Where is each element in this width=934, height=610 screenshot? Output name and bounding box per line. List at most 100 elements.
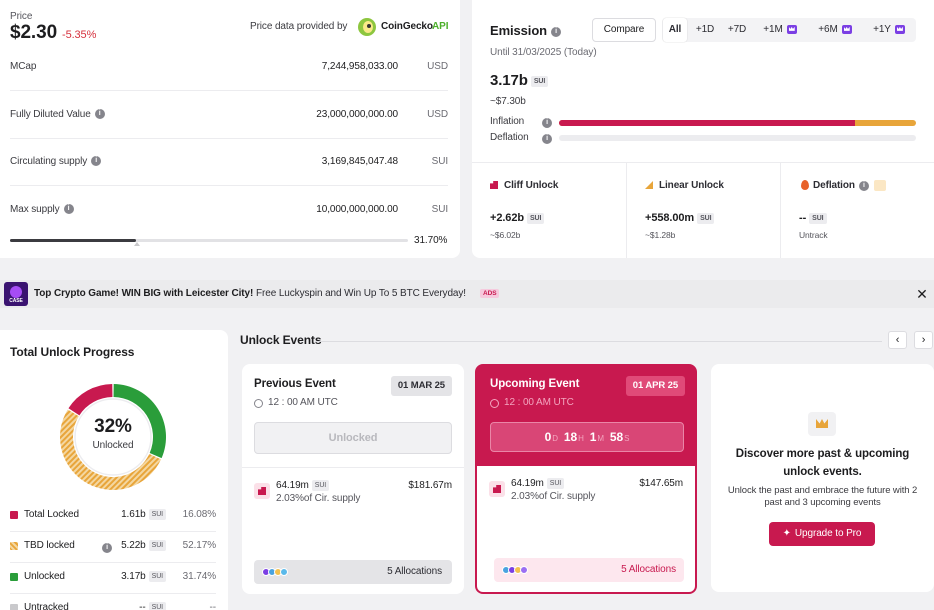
ad-banner[interactable]: CASE Top Crypto Game! WIN BIG with Leice… [0, 280, 934, 308]
supply-percent: 31.70% [414, 235, 448, 246]
event-title: Upcoming Event [490, 378, 580, 390]
fire-icon [801, 180, 809, 190]
info-icon[interactable]: i [858, 180, 869, 191]
stat-row-max-supply: Max supply i 10,000,000,000.00 SUI [10, 186, 448, 234]
stat-value: 3,169,845,047.48 [321, 156, 398, 167]
upgrade-promo-card: Discover more past & upcoming unlock eve… [711, 364, 934, 592]
timeframe-6m[interactable]: +6M [812, 18, 858, 42]
upcoming-event-card: Upcoming Event 01 APR 25 12 : 00 AM UTC … [475, 364, 697, 594]
stat-row-mcap: MCap 7,244,958,033.00 USD [10, 43, 448, 91]
info-icon[interactable]: i [91, 156, 102, 167]
event-amount: 64.19m SUI [276, 480, 330, 491]
timeframe-1d[interactable]: +1D [695, 24, 715, 35]
ad-text[interactable]: Free Luckyspin and Win Up To 5 BTC Every… [256, 288, 466, 299]
inflation-bar-cliff [559, 120, 856, 126]
donut-segment-unlocked [113, 384, 167, 459]
coingecko-link[interactable]: CoinGecko [381, 21, 433, 32]
donut-segment-tbd-locked [60, 409, 162, 490]
legend-swatch [10, 573, 18, 581]
ad-game-logo-icon[interactable]: CASE [4, 282, 28, 306]
emission-until: Until 31/03/2025 (Today) [490, 47, 597, 58]
timeframe-7d[interactable]: +7D [727, 24, 747, 35]
emission-amount: 3.17b SUI [490, 72, 549, 89]
countdown: 0D 18H 1M 58S [490, 422, 684, 452]
unlock-donut-chart [60, 384, 167, 490]
info-icon[interactable]: i [542, 134, 552, 144]
timeframe-1y[interactable]: +1Y [866, 18, 912, 42]
linear-unlock-value: +558.00m SUI [645, 212, 715, 224]
clock-icon [490, 399, 499, 408]
emission-card: Emission i Compare All +1D +7D +1M +6M +1… [472, 0, 934, 258]
deflation-bar [559, 135, 916, 141]
event-time: 12 : 00 AM UTC [504, 397, 574, 408]
stat-value: 7,244,958,033.00 [321, 61, 398, 72]
ad-title[interactable]: Top Crypto Game! WIN BIG with Leicester … [34, 288, 254, 299]
legend-tbd-locked: TBD locked i 5.22b SUI 52.17% [10, 532, 216, 563]
events-title: Unlock Events [240, 333, 322, 347]
progress-percent: 32% [94, 416, 132, 437]
linear-unlock-title: Linear Unlock [659, 180, 724, 191]
event-time: 12 : 00 AM UTC [268, 397, 338, 408]
timeframe-all[interactable]: All [663, 18, 687, 42]
supply-progress-fill [10, 239, 137, 242]
info-icon[interactable]: i [63, 204, 74, 215]
info-icon[interactable]: i [102, 543, 112, 553]
next-arrow-button[interactable]: › [914, 331, 933, 349]
linear-unlock-icon [645, 181, 653, 189]
legend-value: 3.17b SUI [121, 571, 166, 582]
progress-sub: Unlocked [92, 440, 134, 451]
event-date: 01 MAR 25 [390, 376, 452, 396]
timeframe-1m[interactable]: +1M [756, 18, 804, 42]
allocations-label: 5 Allocations [621, 564, 676, 575]
deflation-usd: Untrack [799, 230, 828, 240]
deflation-value: -- SUI [799, 212, 827, 224]
donut-segment-total-locked [68, 384, 113, 416]
legend-percent: 16.08% [182, 509, 216, 520]
provider-text: Price data provided by [250, 21, 348, 32]
stat-label: Circulating supply i [10, 156, 102, 167]
compare-button[interactable]: Compare [592, 18, 656, 42]
info-icon[interactable]: i [94, 109, 105, 120]
deflation-title: Deflation i [813, 180, 886, 191]
event-amount: 64.19m SUI [511, 478, 565, 489]
cliff-unlock-icon [254, 483, 270, 499]
info-icon[interactable]: i [551, 26, 561, 37]
supply-marker-icon [134, 242, 140, 246]
upcoming-event-body: 64.19m SUI $147.65m 2.03%of Cir. supply 5… [477, 466, 695, 592]
event-date: 01 APR 25 [625, 376, 685, 396]
allocations-button[interactable]: 5 Allocations [254, 560, 452, 584]
promo-text: Unlock the past and embrace the future w… [727, 485, 918, 508]
supply-progress-track [10, 239, 408, 246]
unlock-events-section: Unlock Events ‹ › Previous Event 01 MAR … [232, 330, 934, 610]
close-icon[interactable]: ✕ [916, 286, 928, 302]
stat-row-fdv: Fully Diluted Value i 23,000,000,000.00 U… [10, 91, 448, 139]
pro-crown-icon [841, 24, 852, 34]
info-icon[interactable]: i [542, 118, 552, 128]
allocation-dots-icon [502, 566, 528, 574]
crown-icon [808, 412, 836, 436]
promo-title: Discover more past & upcoming unlock eve… [735, 448, 910, 478]
unit-badge: SUI [530, 75, 549, 87]
linear-unlock-usd: ~$1.28b [645, 230, 676, 240]
unit-badge: SUI [809, 212, 827, 224]
stat-label: MCap [10, 61, 37, 72]
prev-arrow-button[interactable]: ‹ [888, 331, 907, 349]
divider [315, 341, 882, 342]
legend-percent: 31.74% [182, 571, 216, 582]
allocations-label: 5 Allocations [387, 566, 442, 577]
unlocked-button[interactable]: Unlocked [254, 422, 452, 454]
price-value: $2.30 [10, 22, 58, 43]
emission-usd: ~$7.30b [490, 96, 526, 107]
clock-icon [254, 399, 263, 408]
cliff-unlock-usd: ~$6.02b [490, 230, 521, 240]
coingecko-logo-icon[interactable] [358, 18, 376, 36]
cliff-unlock-icon [489, 481, 505, 497]
allocations-button[interactable]: 5 Allocations [494, 558, 684, 582]
deflation-label: Deflation [490, 132, 529, 143]
unit-badge: SUI [697, 212, 715, 224]
legend-untracked: Untracked -- SUI -- [10, 594, 216, 610]
legend-value: 1.61b SUI [121, 509, 166, 520]
upgrade-to-pro-button[interactable]: ✦ Upgrade to Pro [769, 522, 875, 546]
stat-unit: USD [427, 109, 448, 120]
coingecko-api-link[interactable]: API [432, 21, 449, 32]
